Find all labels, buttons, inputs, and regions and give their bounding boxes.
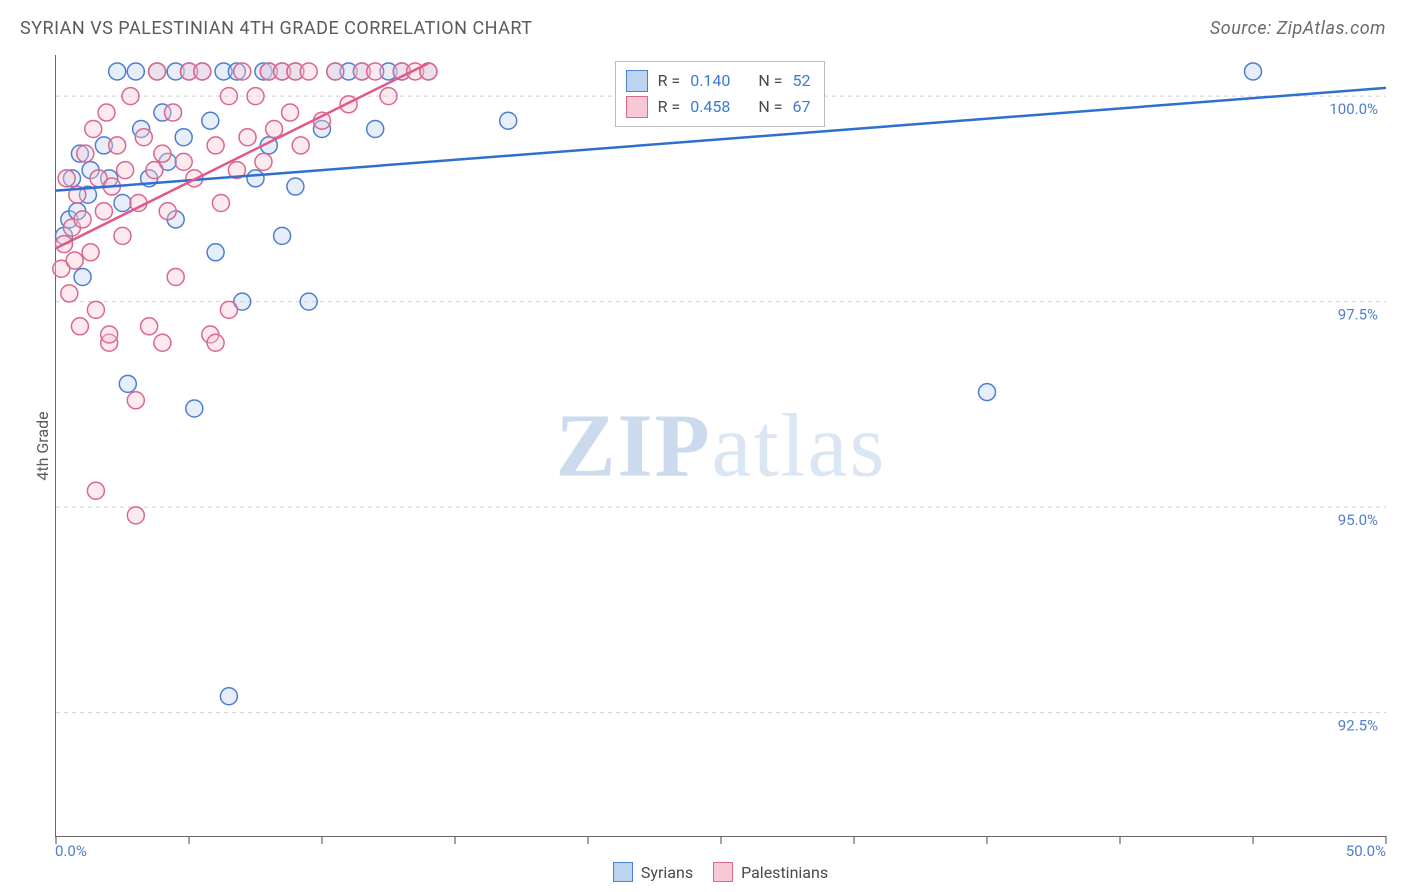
- data-point: [87, 482, 104, 499]
- plot-svg: 92.5% 95.0% 97.5% 100.0%: [56, 55, 1386, 836]
- data-point: [194, 63, 211, 80]
- data-point: [109, 63, 126, 80]
- data-point: [300, 63, 317, 80]
- trend-line: [56, 63, 428, 248]
- legend-swatch: [613, 862, 633, 882]
- legend-stat-row: R = 0.458 N = 67: [626, 94, 811, 120]
- n-value: 67: [793, 94, 811, 120]
- data-point: [154, 334, 171, 351]
- n-value: 52: [793, 68, 811, 94]
- legend-label: Palestinians: [741, 863, 828, 882]
- data-point: [109, 137, 126, 154]
- data-point: [239, 129, 256, 146]
- data-point: [367, 120, 384, 137]
- data-point: [82, 244, 99, 261]
- n-label: N =: [758, 68, 782, 94]
- data-point: [287, 178, 304, 195]
- data-point: [282, 104, 299, 121]
- data-point: [234, 63, 251, 80]
- legend-stats-box: R = 0.140 N = 52 R = 0.458 N = 67: [615, 61, 826, 127]
- legend-item: Syrians: [613, 862, 693, 882]
- data-point: [87, 301, 104, 318]
- legend-label: Syrians: [641, 863, 693, 882]
- data-point: [66, 252, 83, 269]
- data-point: [122, 88, 139, 105]
- plot-area: ZIPatlas 92.5%95.0%97.5%100.0% R = 0.140…: [55, 55, 1386, 837]
- data-point: [101, 326, 118, 343]
- data-point: [149, 63, 166, 80]
- legend-swatch: [713, 862, 733, 882]
- data-point: [340, 96, 357, 113]
- data-point: [220, 88, 237, 105]
- y-tick-label: 92.5%: [1338, 717, 1378, 735]
- y-tick-label: 95.0%: [1338, 511, 1378, 529]
- data-point: [74, 211, 91, 228]
- data-point: [154, 145, 171, 162]
- y-axis-label: 4th Grade: [33, 411, 52, 480]
- source-name: ZipAtlas.com: [1277, 18, 1386, 39]
- data-point: [220, 688, 237, 705]
- data-point: [186, 400, 203, 417]
- data-point: [266, 120, 283, 137]
- data-point: [292, 137, 309, 154]
- data-point: [274, 227, 291, 244]
- data-point: [207, 137, 224, 154]
- data-point: [127, 392, 144, 409]
- data-point: [135, 129, 152, 146]
- legend-swatch: [626, 96, 648, 118]
- data-point: [146, 162, 163, 179]
- r-value: 0.140: [690, 68, 730, 94]
- data-point: [220, 301, 237, 318]
- legend-item: Palestinians: [713, 862, 828, 882]
- data-point: [165, 104, 182, 121]
- data-point: [175, 129, 192, 146]
- r-value: 0.458: [690, 94, 730, 120]
- data-point: [979, 384, 996, 401]
- data-point: [119, 375, 136, 392]
- data-point: [202, 112, 219, 129]
- data-point: [71, 318, 88, 335]
- x-tick-label-min: 0.0%: [55, 842, 87, 860]
- data-point: [255, 153, 272, 170]
- data-point: [141, 318, 158, 335]
- data-point: [247, 170, 264, 187]
- y-tick-label: 100.0%: [1329, 100, 1378, 118]
- data-point: [85, 120, 102, 137]
- legend-series: Syrians Palestinians: [55, 862, 1386, 882]
- data-point: [95, 203, 112, 220]
- legend-swatch: [626, 70, 648, 92]
- data-point: [167, 268, 184, 285]
- chart-title: SYRIAN VS PALESTINIAN 4TH GRADE CORRELAT…: [20, 18, 533, 39]
- r-label: R =: [658, 68, 681, 94]
- data-point: [127, 507, 144, 524]
- legend-stat-row: R = 0.140 N = 52: [626, 68, 811, 94]
- data-point: [207, 334, 224, 351]
- y-tick-label: 97.5%: [1338, 306, 1378, 324]
- data-point: [175, 153, 192, 170]
- data-point: [500, 112, 517, 129]
- data-point: [212, 194, 229, 211]
- data-point: [114, 194, 131, 211]
- data-point: [380, 88, 397, 105]
- data-point: [58, 170, 75, 187]
- data-point: [117, 162, 134, 179]
- data-point: [207, 244, 224, 261]
- data-point: [74, 268, 91, 285]
- data-point: [247, 88, 264, 105]
- source-prefix: Source:: [1210, 18, 1277, 39]
- source-attrib: Source: ZipAtlas.com: [1210, 18, 1386, 39]
- data-point: [61, 285, 78, 302]
- data-point: [367, 63, 384, 80]
- data-point: [300, 293, 317, 310]
- data-point: [127, 63, 144, 80]
- data-point: [98, 104, 115, 121]
- data-point: [77, 145, 94, 162]
- data-point: [1245, 63, 1262, 80]
- r-label: R =: [658, 94, 681, 120]
- data-point: [327, 63, 344, 80]
- data-point: [114, 227, 131, 244]
- data-point: [159, 203, 176, 220]
- x-tick-label-max: 50.0%: [1346, 842, 1386, 860]
- n-label: N =: [758, 94, 782, 120]
